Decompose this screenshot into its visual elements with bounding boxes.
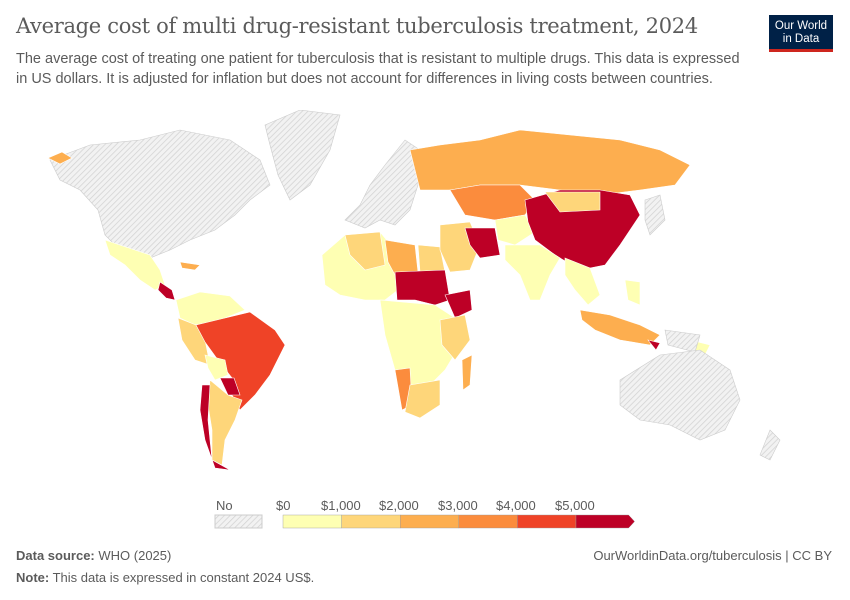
legend-tick-3: $3,000: [438, 498, 478, 513]
region-mongolia[interactable]: [544, 191, 601, 213]
region-japan[interactable]: [644, 194, 666, 236]
legend-bin-4[interactable]: [517, 514, 577, 529]
legend-tick-4: $4,000: [496, 498, 536, 513]
region-bolivia[interactable]: [204, 354, 229, 381]
legend-tick-5: $5,000: [555, 498, 595, 513]
region-europe[interactable]: [344, 139, 421, 229]
region-kazakhstan[interactable]: [449, 184, 536, 221]
legend-color-bar: [282, 514, 635, 529]
legend-tick-2: $2,000: [379, 498, 419, 513]
region-philippines[interactable]: [624, 279, 641, 306]
legend-bin-3[interactable]: [458, 514, 518, 529]
legend-bin-0[interactable]: [282, 514, 342, 529]
legend-tick-1: $1,000: [321, 498, 361, 513]
data-source: Data source: WHO (2025): [16, 548, 171, 563]
region-central-asia[interactable]: [494, 214, 536, 246]
region-chad-sudan[interactable]: [394, 269, 451, 306]
region-russia[interactable]: [409, 129, 691, 196]
chart-note: Note: This data is expressed in constant…: [16, 570, 314, 585]
region-madagascar[interactable]: [461, 354, 473, 391]
region-china[interactable]: [524, 189, 641, 271]
legend-tick-0: $0: [276, 498, 291, 513]
region-indonesia[interactable]: [579, 309, 661, 346]
region-south-africa[interactable]: [404, 379, 441, 419]
owid-logo[interactable]: Our World in Data: [769, 15, 833, 52]
chart-subtitle: The average cost of treating one patient…: [16, 51, 740, 87]
region-mexico[interactable]: [104, 239, 166, 291]
note-label: Note:: [16, 570, 50, 585]
region-caribbean[interactable]: [179, 261, 201, 271]
region-north-america[interactable]: [49, 129, 271, 259]
region-new-guinea[interactable]: [664, 329, 701, 353]
note-text: This data is expressed in constant 2024 …: [52, 570, 315, 585]
region-australia[interactable]: [619, 349, 741, 441]
legend-bin-1[interactable]: [341, 514, 401, 529]
region-png[interactable]: [647, 339, 661, 351]
region-greenland[interactable]: [264, 110, 341, 201]
region-alaska-east[interactable]: [47, 151, 73, 165]
region-southeast-asia[interactable]: [564, 257, 601, 306]
region-ethiopia[interactable]: [444, 289, 473, 319]
region-new-zealand[interactable]: [759, 429, 781, 461]
region-north-south-america[interactable]: [175, 291, 246, 326]
source-value[interactable]: WHO (2025): [98, 548, 172, 563]
region-east-africa[interactable]: [439, 314, 471, 361]
legend-no-data-swatch: [214, 514, 263, 529]
region-india[interactable]: [504, 244, 561, 301]
logo-line-1: Our World: [774, 20, 828, 32]
region-paraguay[interactable]: [219, 377, 241, 396]
logo-line-2: in Data: [782, 33, 820, 45]
chart-title: Average cost of multi drug-resistant tub…: [16, 14, 698, 38]
region-iran[interactable]: [464, 227, 501, 259]
region-chile[interactable]: [199, 384, 231, 471]
region-algeria[interactable]: [344, 231, 386, 271]
region-argentina[interactable]: [207, 379, 243, 466]
region-central-america[interactable]: [157, 281, 176, 301]
source-url[interactable]: OurWorldinData.org/tuberculosis | CC BY: [593, 548, 832, 563]
source-label: Data source:: [16, 548, 95, 563]
legend-bin-5[interactable]: [575, 514, 635, 529]
legend-bin-2[interactable]: [399, 514, 459, 529]
world-map: [47, 110, 781, 471]
